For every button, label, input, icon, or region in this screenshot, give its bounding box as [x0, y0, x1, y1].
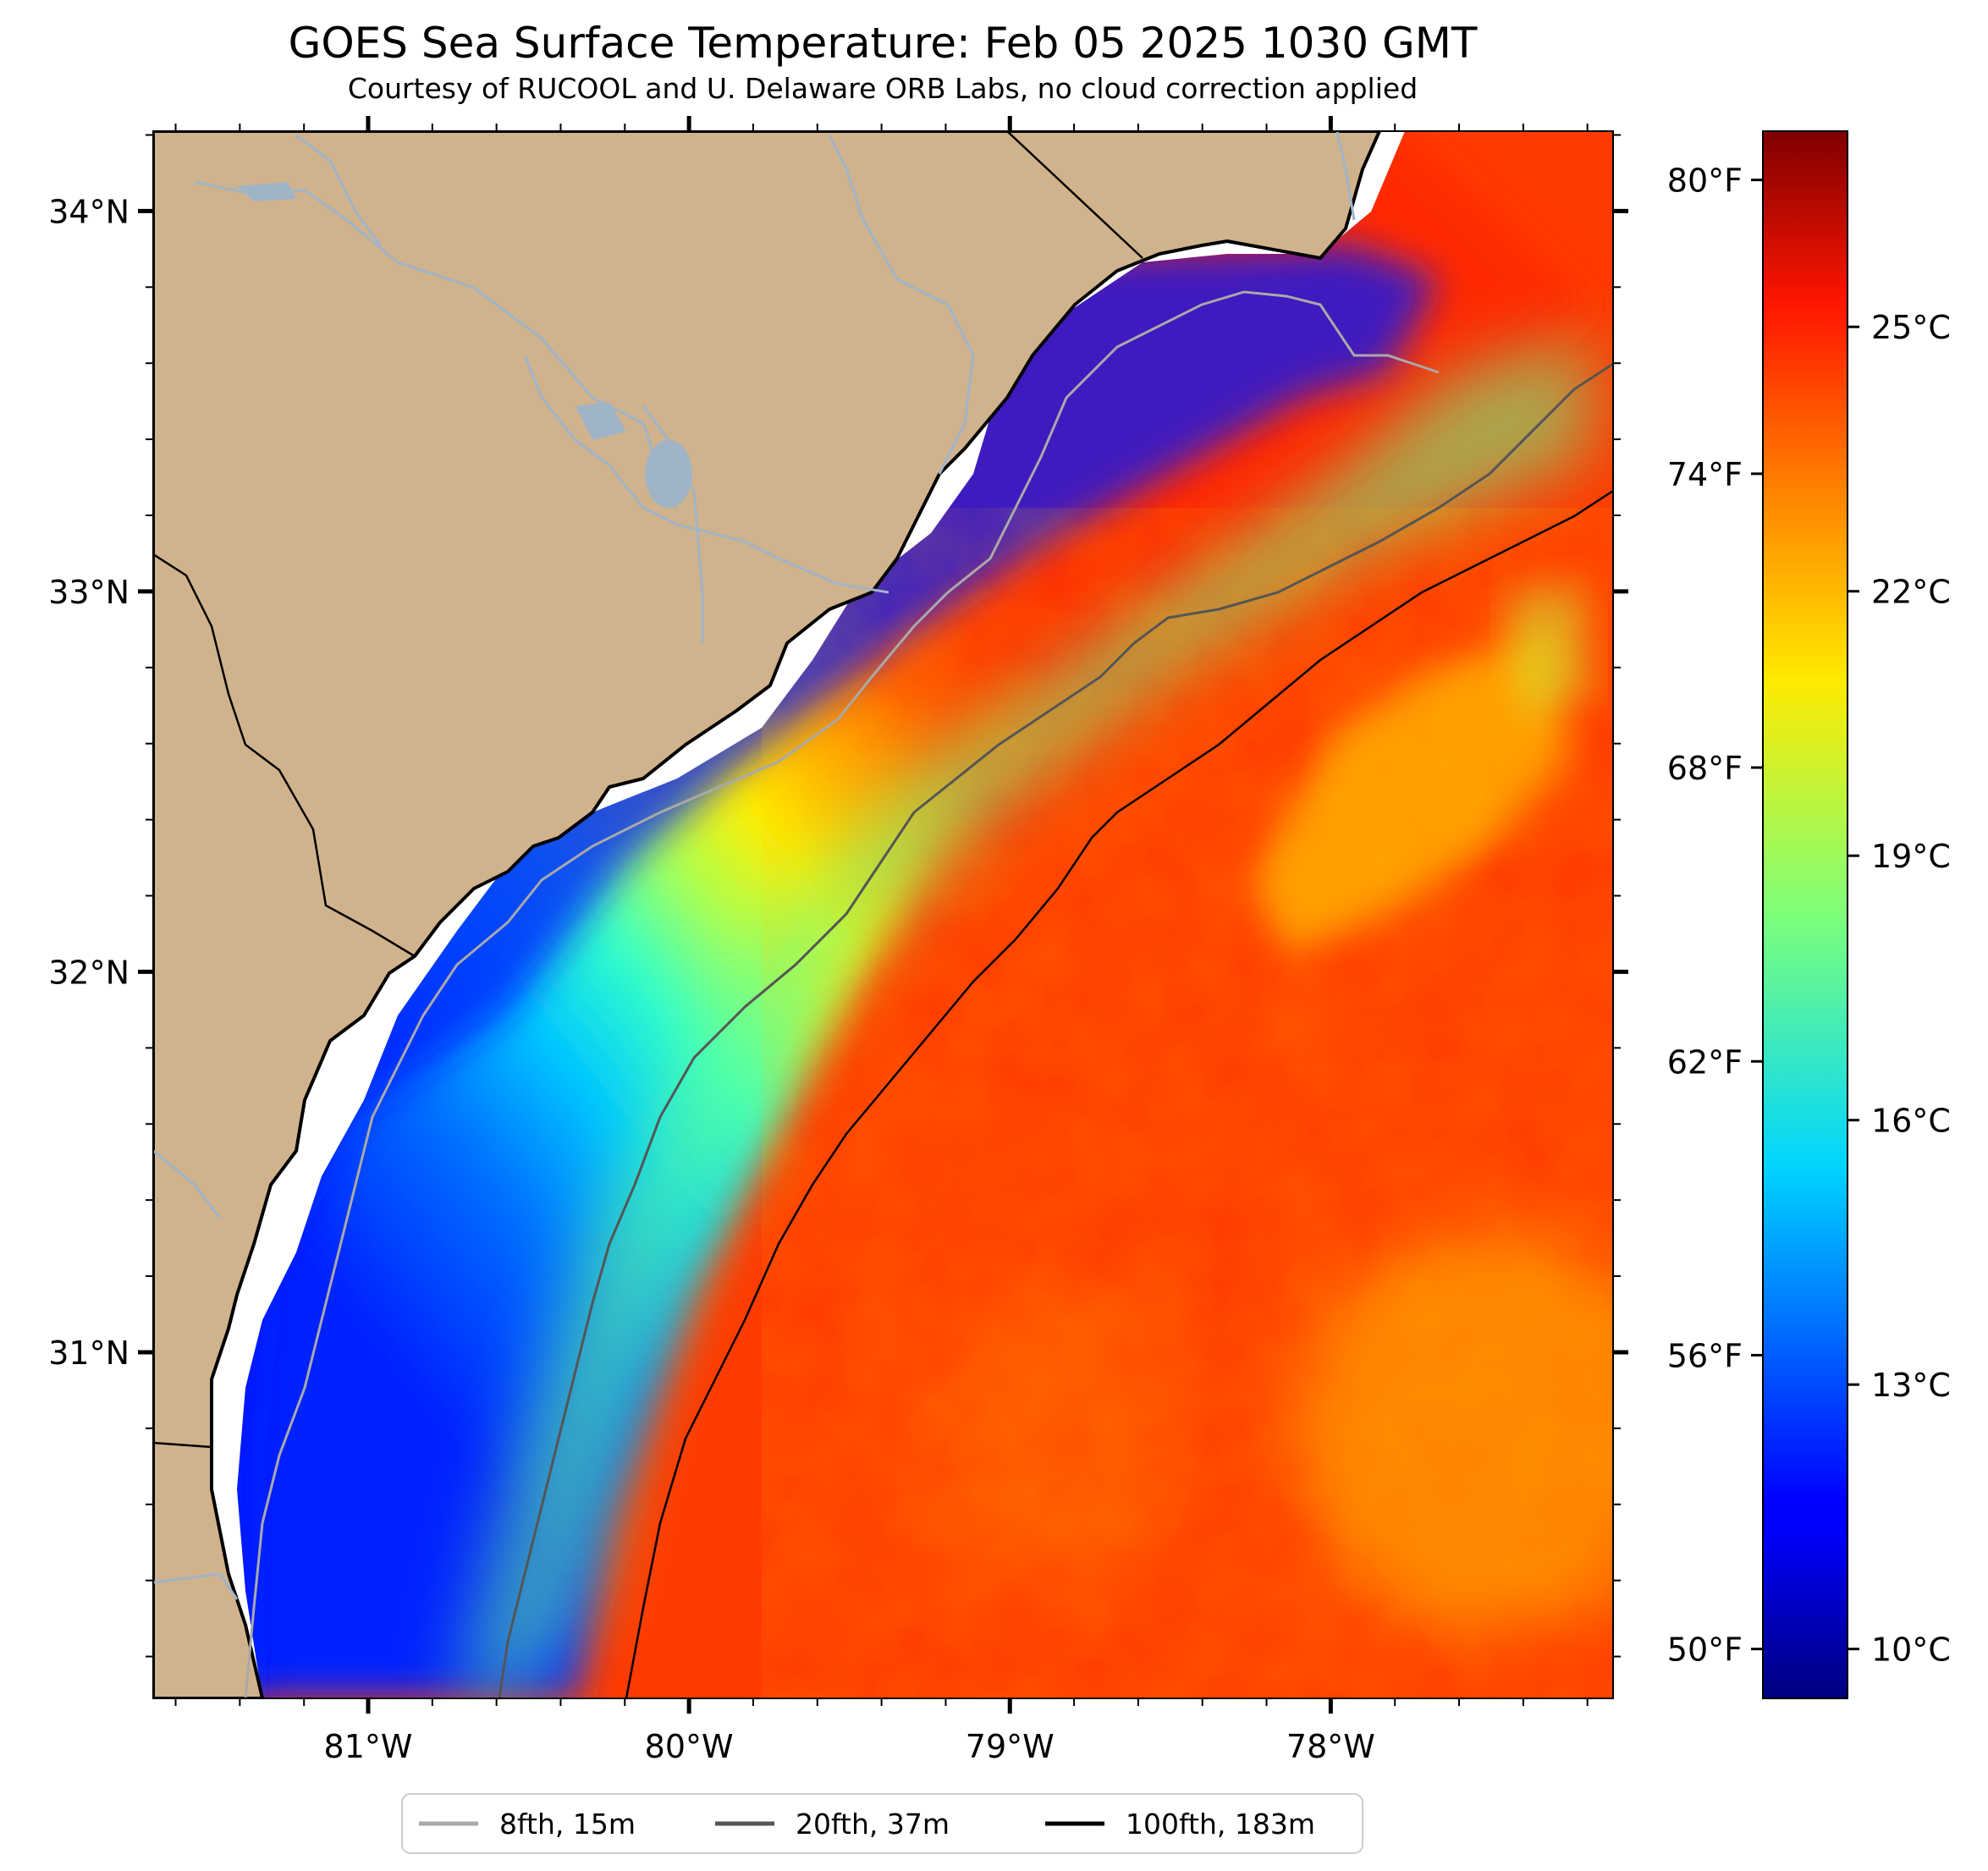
celsius-label: 25°C [1871, 309, 1951, 346]
legend-label: 20fth, 37m [796, 1808, 950, 1841]
land-area [153, 131, 1381, 1698]
isobath-8fth [244, 290, 1440, 1698]
lakes [237, 182, 692, 508]
chart-subtitle: Courtesy of RUCOOL and U. Delaware ORB L… [348, 72, 1418, 105]
sst-texture [762, 508, 1613, 1698]
lat-tick-label: 34°N [48, 193, 129, 230]
fahrenheit-label: 74°F [1667, 456, 1743, 493]
legend-label: 100fth, 183m [1126, 1808, 1315, 1841]
legend: 8fth, 15m 20fth, 37m 100fth, 183m [401, 1793, 1363, 1854]
celsius-label: 10°C [1871, 1632, 1951, 1669]
fahrenheit-label: 50°F [1667, 1632, 1743, 1669]
isobath-20fth [498, 362, 1613, 1698]
celsius-label: 16°C [1871, 1103, 1951, 1140]
legend-box [401, 1793, 1363, 1854]
state-borders [153, 131, 1143, 1449]
map-axes: 34°N 33°N 32°N 31°N 81°W 80°W 79°W 78°W [48, 116, 1628, 1765]
lat-tick-label: 32°N [48, 954, 129, 991]
lon-tick-label: 79°W [966, 1728, 1055, 1765]
fahrenheit-label: 68°F [1667, 750, 1743, 787]
fahrenheit-label: 56°F [1667, 1337, 1743, 1374]
map-frame [152, 130, 1614, 1699]
lat-tick-label: 31°N [48, 1334, 129, 1372]
isobath-100fth [625, 489, 1613, 1698]
legend-label: 8fth, 15m [499, 1808, 636, 1841]
celsius-label: 19°C [1871, 838, 1951, 875]
map-panel [153, 131, 1613, 1698]
celsius-label: 22°C [1871, 574, 1951, 611]
frontal-band [457, 338, 1591, 1698]
lon-tick-label: 81°W [324, 1728, 413, 1765]
lon-tick-label: 78°W [1286, 1728, 1375, 1765]
lat-tick-label: 33°N [48, 574, 129, 611]
celsius-label: 13°C [1871, 1367, 1951, 1404]
colorbar [1762, 130, 1848, 1699]
fahrenheit-label: 80°F [1667, 162, 1743, 200]
colorbar-axes: 10°C 13°C 16°C 19°C 22°C 25°C 50°F 56°F 62°F 68°F… [1667, 162, 1951, 1669]
fahrenheit-label: 62°F [1667, 1043, 1743, 1081]
lon-tick-label: 80°W [645, 1728, 734, 1765]
chart-title: GOES Sea Surface Temperature: Feb 05 202… [289, 19, 1478, 68]
